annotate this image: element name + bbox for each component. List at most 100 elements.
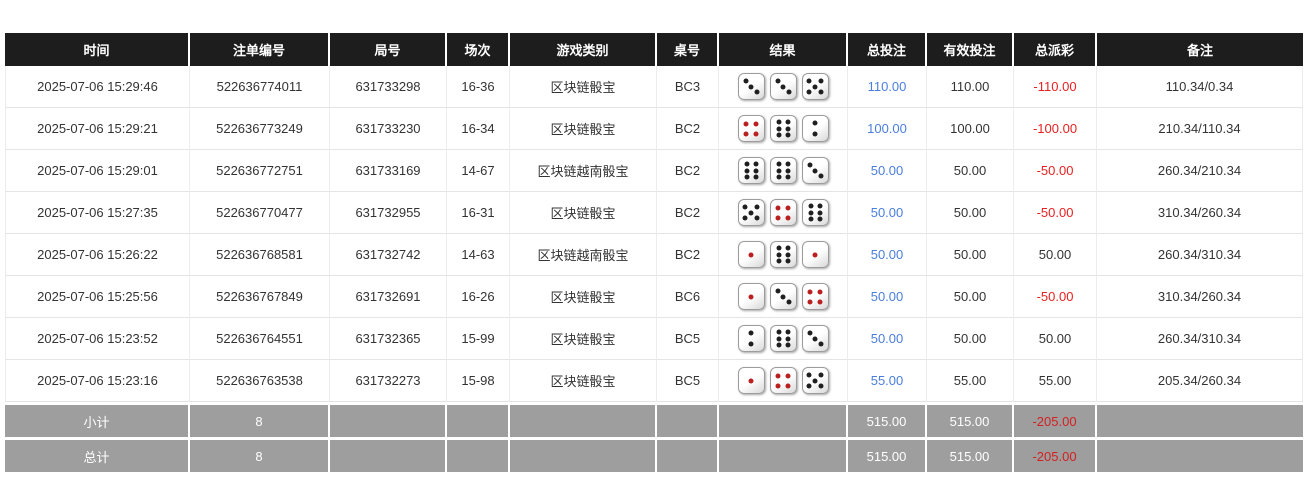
dice-result-group xyxy=(719,325,847,352)
cell-time: 2025-07-06 15:29:21 xyxy=(5,108,190,150)
cell-game-type: 区块链骰宝 xyxy=(510,276,657,318)
cell-result xyxy=(719,108,848,150)
cell-round-id: 631732365 xyxy=(330,318,447,360)
dice-result-group xyxy=(719,115,847,142)
record-row: 2025-07-06 15:26:22 522636768581 631732742… xyxy=(5,234,1303,276)
total-bet-link[interactable]: 100.00 xyxy=(848,108,927,150)
cell-valid-bet: 50.00 xyxy=(927,276,1014,318)
total-bet-link[interactable]: 50.00 xyxy=(848,276,927,318)
cell-session: 15-99 xyxy=(447,318,510,360)
dice-5-icon xyxy=(801,367,829,394)
summary-empty-result xyxy=(719,437,848,472)
cell-remark: 310.34/260.34 xyxy=(1097,192,1303,234)
dice-result-group xyxy=(719,73,847,100)
cell-payout: -110.00 xyxy=(1014,66,1097,108)
cell-game-type: 区块链越南骰宝 xyxy=(510,234,657,276)
column-header-bet_id: 注单编号 xyxy=(190,33,330,66)
dice-4-icon xyxy=(801,283,829,310)
record-row: 2025-07-06 15:29:21 522636773249 631733230… xyxy=(5,108,1303,150)
column-header-round_id: 局号 xyxy=(330,33,447,66)
summary-valid-bet: 515.00 xyxy=(927,402,1014,437)
cell-bet-id: 522636772751 xyxy=(190,150,330,192)
cell-table-no: BC5 xyxy=(657,360,719,402)
cell-valid-bet: 50.00 xyxy=(927,234,1014,276)
summary-row: 小计 8 515.00 515.00 -205.00 xyxy=(5,402,1303,437)
dice-4-icon xyxy=(769,367,797,394)
summary-count: 8 xyxy=(190,437,330,472)
dice-3-icon xyxy=(769,283,797,310)
cell-round-id: 631732955 xyxy=(330,192,447,234)
cell-result xyxy=(719,192,848,234)
cell-result xyxy=(719,360,848,402)
cell-payout: -50.00 xyxy=(1014,192,1097,234)
dice-5-icon xyxy=(801,73,829,100)
dice-4-icon xyxy=(769,199,797,226)
dice-2-icon xyxy=(801,115,829,142)
dice-1-icon xyxy=(737,241,765,268)
cell-game-type: 区块链骰宝 xyxy=(510,192,657,234)
cell-session: 16-36 xyxy=(447,66,510,108)
cell-table-no: BC2 xyxy=(657,234,719,276)
records-body: 2025-07-06 15:29:46 522636774011 631733298… xyxy=(5,66,1303,472)
dice-result-group xyxy=(719,199,847,226)
cell-game-type: 区块链骰宝 xyxy=(510,66,657,108)
dice-6-icon xyxy=(801,199,829,226)
total-bet-link[interactable]: 55.00 xyxy=(848,360,927,402)
cell-session: 16-26 xyxy=(447,276,510,318)
dice-6-icon xyxy=(737,157,765,184)
cell-valid-bet: 100.00 xyxy=(927,108,1014,150)
summary-empty-remark xyxy=(1097,402,1303,437)
cell-round-id: 631733298 xyxy=(330,66,447,108)
cell-valid-bet: 55.00 xyxy=(927,360,1014,402)
dice-result-group xyxy=(719,367,847,394)
cell-valid-bet: 50.00 xyxy=(927,150,1014,192)
dice-result-group xyxy=(719,157,847,184)
column-header-time: 时间 xyxy=(5,33,190,66)
total-bet-link[interactable]: 110.00 xyxy=(848,66,927,108)
total-bet-link[interactable]: 50.00 xyxy=(848,318,927,360)
summary-empty-table-no xyxy=(657,402,719,437)
cell-time: 2025-07-06 15:23:16 xyxy=(5,360,190,402)
cell-time: 2025-07-06 15:29:46 xyxy=(5,66,190,108)
cell-game-type: 区块链骰宝 xyxy=(510,360,657,402)
dice-6-icon xyxy=(769,115,797,142)
total-bet-link[interactable]: 50.00 xyxy=(848,234,927,276)
summary-empty-session xyxy=(447,402,510,437)
cell-time: 2025-07-06 15:23:52 xyxy=(5,318,190,360)
summary-total-bet: 515.00 xyxy=(848,437,927,472)
column-header-session: 场次 xyxy=(447,33,510,66)
dice-3-icon xyxy=(769,73,797,100)
summary-empty-session xyxy=(447,437,510,472)
cell-payout: 55.00 xyxy=(1014,360,1097,402)
record-row: 2025-07-06 15:29:01 522636772751 631733169… xyxy=(5,150,1303,192)
summary-empty-game-type xyxy=(510,402,657,437)
cell-remark: 210.34/110.34 xyxy=(1097,108,1303,150)
cell-bet-id: 522636774011 xyxy=(190,66,330,108)
total-bet-link[interactable]: 50.00 xyxy=(848,150,927,192)
cell-remark: 205.34/260.34 xyxy=(1097,360,1303,402)
header-row: 时间 注单编号 局号 场次 游戏类别 桌号 结果 总投注 有效投注 总派彩 备注 xyxy=(5,33,1303,66)
cell-round-id: 631733230 xyxy=(330,108,447,150)
cell-valid-bet: 110.00 xyxy=(927,66,1014,108)
dice-1-icon xyxy=(737,283,765,310)
column-header-result: 结果 xyxy=(719,33,848,66)
dice-5-icon xyxy=(737,199,765,226)
cell-round-id: 631732691 xyxy=(330,276,447,318)
cell-bet-id: 522636768581 xyxy=(190,234,330,276)
cell-round-id: 631732273 xyxy=(330,360,447,402)
record-row: 2025-07-06 15:23:52 522636764551 631732365… xyxy=(5,318,1303,360)
cell-session: 14-63 xyxy=(447,234,510,276)
cell-remark: 260.34/210.34 xyxy=(1097,150,1303,192)
record-row: 2025-07-06 15:25:56 522636767849 631732691… xyxy=(5,276,1303,318)
dice-result-group xyxy=(719,241,847,268)
cell-round-id: 631732742 xyxy=(330,234,447,276)
cell-session: 16-34 xyxy=(447,108,510,150)
cell-session: 16-31 xyxy=(447,192,510,234)
cell-game-type: 区块链越南骰宝 xyxy=(510,150,657,192)
cell-table-no: BC2 xyxy=(657,192,719,234)
dice-3-icon xyxy=(801,325,829,352)
column-header-remark: 备注 xyxy=(1097,33,1303,66)
cell-payout: 50.00 xyxy=(1014,318,1097,360)
cell-game-type: 区块链骰宝 xyxy=(510,318,657,360)
total-bet-link[interactable]: 50.00 xyxy=(848,192,927,234)
